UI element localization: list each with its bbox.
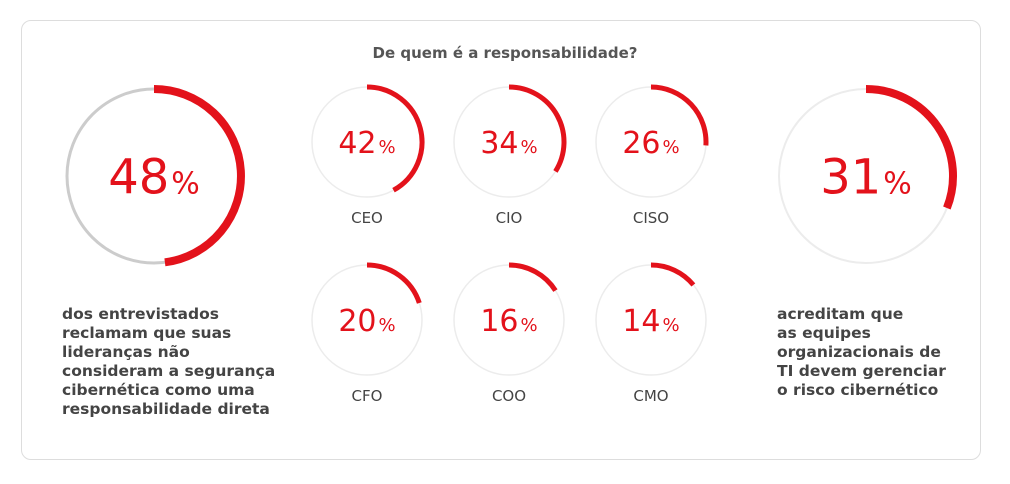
gauge-cio: 34 % CIO <box>453 84 567 227</box>
gauge-ceo-label: CEO <box>351 209 383 227</box>
gauge-highlight-right-value: 31% <box>820 149 912 205</box>
gauge-coo-label: COO <box>492 387 526 405</box>
gauge-coo-arc <box>508 262 558 292</box>
gauge-ceo: 42 % CEO <box>311 84 425 227</box>
gauge-ciso: 26 % CISO <box>595 84 709 227</box>
gauge-cio-label: CIO <box>496 209 523 227</box>
gauge-highlight-left-arc <box>153 85 245 267</box>
gauge-cio-value: 34% <box>480 126 537 161</box>
gauge-cfo-arc <box>366 262 422 304</box>
gauge-cmo-arc <box>650 262 696 287</box>
gauge-cfo: 20 % CFO <box>311 262 423 405</box>
gauge-cmo-label: CMO <box>633 387 668 405</box>
right-caption: acreditam que as equipes organizacionais… <box>777 305 946 399</box>
gauge-ciso-label: CISO <box>633 209 669 227</box>
chart-title: De quem é a responsabilidade? <box>372 44 638 62</box>
gauge-highlight-right-arc <box>865 85 957 210</box>
gauge-ciso-arc <box>650 84 709 146</box>
gauge-cmo-value: 14% <box>622 304 679 339</box>
gauge-cfo-value: 20% <box>338 304 395 339</box>
gauge-coo-value: 16% <box>480 304 537 339</box>
gauge-cio-arc <box>508 84 567 173</box>
left-caption: dos entrevistados reclamam que suas lide… <box>62 305 276 418</box>
gauge-highlight-right: 31% <box>778 85 957 264</box>
gauge-coo: 16 % COO <box>453 262 565 405</box>
gauge-cmo: 14 % CMO <box>595 262 707 405</box>
gauge-highlight-left: 48% <box>65 85 245 267</box>
gauge-ceo-arc <box>366 84 425 193</box>
gauge-ciso-value: 26% <box>622 126 679 161</box>
gauge-ceo-value: 42% <box>338 126 395 161</box>
gauge-highlight-left-value: 48% <box>108 149 200 205</box>
gauge-cfo-label: CFO <box>352 387 383 405</box>
